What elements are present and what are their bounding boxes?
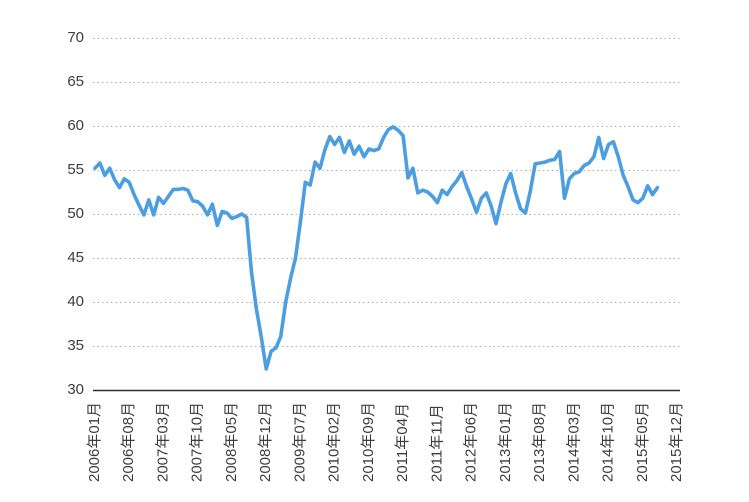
x-tick-label-11: 2011年11月 xyxy=(428,404,446,482)
x-tick-label-16: 2014年10月 xyxy=(599,401,617,482)
x-tick-label-2: 2006年08月 xyxy=(120,401,138,482)
y-tick-label-40: 40 xyxy=(67,293,84,310)
y-tick-label-35: 35 xyxy=(67,337,84,354)
y-tick-label-70: 70 xyxy=(67,29,84,46)
x-tick-label-1: 2006年01月 xyxy=(86,401,103,482)
x-tick-label-6: 2008年12月 xyxy=(257,401,275,482)
y-tick-label-30: 30 xyxy=(67,381,84,398)
x-tick-label-8: 2010年02月 xyxy=(325,401,343,482)
x-tick-label-10: 2011年04月 xyxy=(394,403,412,482)
x-tick-label-15: 2014年03月 xyxy=(565,401,583,482)
x-tick-label-17: 2015年05月 xyxy=(633,401,651,482)
y-tick-label-45: 45 xyxy=(67,249,84,266)
x-tick-label-9: 2010年09月 xyxy=(359,401,377,482)
x-tick-label-4: 2007年10月 xyxy=(188,401,206,482)
y-tick-label-50: 50 xyxy=(67,205,84,222)
y-tick-label-65: 65 xyxy=(67,73,84,90)
x-tick-label-14: 2013年08月 xyxy=(531,401,549,482)
y-tick-label-55: 55 xyxy=(67,161,84,178)
x-tick-label-7: 2009年07月 xyxy=(291,401,309,482)
x-tick-label-3: 2007年03月 xyxy=(154,401,172,482)
x-tick-label-12: 2012年06月 xyxy=(462,401,480,482)
x-tick-label-5: 2008年05月 xyxy=(222,401,240,482)
x-tick-label-13: 2013年01月 xyxy=(496,401,514,482)
y-tick-label-60: 60 xyxy=(67,117,84,134)
x-tick-label-18: 2015年12月 xyxy=(668,401,685,482)
data-line-series xyxy=(93,125,660,371)
